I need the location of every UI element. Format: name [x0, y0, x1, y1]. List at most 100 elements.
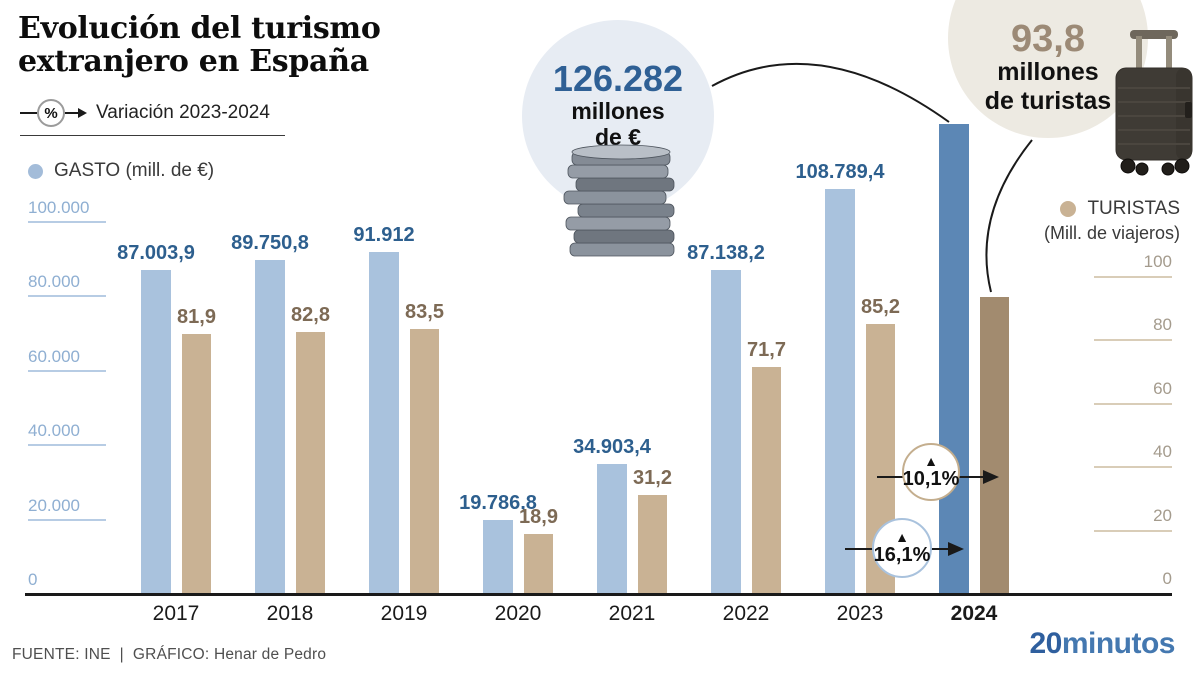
gasto-legend-label: GASTO: [54, 160, 121, 181]
turistas-bar-2019: [410, 329, 439, 594]
gasto-value-label-2023: 108.789,4: [795, 161, 885, 184]
arrow-right-icon: [78, 108, 87, 118]
turistas-value-label-2018: 82,8: [291, 303, 330, 326]
source-label: FUENTE: INE: [12, 646, 111, 663]
callout-turistas: 93,8 millones de turistas: [948, 0, 1148, 138]
gasto-value-label-2019: 91.912: [353, 224, 415, 247]
gasto-bar-2018: [255, 260, 285, 594]
year-label-2023: 2023: [836, 602, 884, 625]
year-label-2019: 2019: [380, 602, 428, 625]
variation-badge-gasto: ▲ 16,1%: [872, 518, 932, 578]
left-axis-tick-40000: [28, 444, 106, 447]
turistas-bar-2022: [752, 366, 781, 594]
callout-turistas-value: 93,8: [1011, 18, 1085, 60]
year-label-2020: 2020: [494, 602, 542, 625]
gasto-bar-2019: [369, 252, 399, 594]
variation-legend: % Variación 2023-2024: [20, 99, 270, 127]
right-axis-tick-60: [1094, 402, 1172, 405]
coins-stack-icon: [563, 144, 675, 257]
gasto-value-label-2017: 87.003,9: [117, 242, 195, 265]
gasto-bar-2024: [939, 124, 969, 594]
up-triangle-icon: ▲: [924, 453, 938, 469]
brand-logo-regular: minutos: [1061, 627, 1176, 660]
x-axis-baseline: [25, 593, 1172, 596]
right-axis-tick-20: [1094, 529, 1172, 532]
left-axis-label-60000: 60.000: [28, 346, 80, 366]
right-axis-tick-40: [1094, 466, 1172, 469]
turistas-bar-2020: [524, 534, 553, 594]
percent-circle-icon: %: [37, 99, 65, 127]
callout-turistas-caption-2: de turistas: [984, 87, 1112, 115]
turistas-value-label-2023: 85,2: [861, 295, 900, 318]
brand-logo-bold: 20: [1029, 627, 1062, 660]
credit-label: GRÁFICO: Henar de Pedro: [132, 646, 327, 663]
footer-separator: |: [119, 646, 124, 663]
gasto-value-label-2018: 89.750,8: [231, 232, 309, 255]
turistas-legend-unit: (Mill. de viajeros): [1043, 223, 1180, 243]
gasto-value-label-2021: 34.903,4: [573, 436, 651, 459]
turistas-bar-2018: [296, 331, 325, 594]
turistas-value-label-2019: 83,5: [405, 301, 444, 324]
left-axis-label-40000: 40.000: [28, 421, 80, 441]
turistas-bar-2017: [182, 334, 211, 594]
percent-symbol: %: [44, 104, 58, 122]
brand-logo: 20minutos: [1029, 627, 1175, 661]
up-triangle-icon: ▲: [895, 529, 909, 545]
legend-turistas: TURISTAS (Mill. de viajeros): [1044, 198, 1180, 244]
left-axis-tick-100000: [28, 221, 106, 223]
right-axis-label-0: 0: [1162, 569, 1172, 588]
legend-line-right: [65, 112, 78, 114]
turistas-dot-icon: [1060, 201, 1077, 217]
source-credit: FUENTE: INE | GRÁFICO: Henar de Pedro: [12, 646, 326, 664]
left-axis-label-20000: 20.000: [28, 495, 80, 515]
gasto-value-label-2020: 19.786,8: [459, 492, 537, 515]
suitcase-icon: [1115, 30, 1193, 176]
year-label-2017: 2017: [152, 602, 200, 625]
turistas-value-label-2020: 18,9: [519, 506, 558, 529]
callout-gasto-value: 126.282: [552, 58, 684, 99]
turistas-value-label-2017: 81,9: [177, 306, 216, 329]
right-axis-label-80: 80: [1153, 315, 1172, 335]
header-divider: [20, 135, 285, 136]
turistas-bar-2024: [980, 296, 1009, 594]
year-label-2024: 2024: [950, 602, 998, 625]
gasto-bar-2021: [597, 464, 627, 594]
variation-legend-label: Variación 2023-2024: [96, 102, 270, 123]
left-axis-tick-80000: [28, 295, 106, 298]
right-axis-tick-80: [1094, 339, 1172, 342]
left-axis-tick-60000: [28, 369, 106, 372]
left-axis-tick-20000: [28, 518, 106, 521]
year-label-2021: 2021: [608, 602, 656, 625]
variation-badge-turistas-value: 10,1%: [902, 468, 960, 490]
right-axis-label-40: 40: [1153, 442, 1172, 462]
gasto-dot-icon: [28, 163, 43, 179]
gasto-bar-2017: [141, 270, 171, 594]
right-axis-tick-100: [1094, 276, 1172, 278]
right-axis-label-100: 100: [1143, 252, 1172, 271]
turistas-bar-2021: [638, 495, 667, 594]
callout-gasto-caption-1: millones: [571, 98, 665, 124]
variation-badge-turistas: ▲ 10,1%: [902, 443, 960, 501]
callout-turistas-caption-1: millones: [997, 58, 1099, 86]
gasto-value-label-2022: 87.138,2: [687, 241, 765, 264]
left-axis-label-0: 0: [28, 570, 38, 589]
gasto-legend-unit: (mill. de €): [125, 160, 215, 181]
title-line-2: extranjero en España: [18, 44, 369, 79]
left-axis-label-80000: 80.000: [28, 272, 80, 292]
gasto-bar-2023: [825, 189, 855, 594]
turistas-value-label-2021: 31,2: [633, 467, 672, 490]
year-label-2018: 2018: [266, 602, 314, 625]
right-axis-label-60: 60: [1153, 378, 1172, 398]
gasto-bar-2022: [711, 269, 741, 594]
left-axis-label-100000: 100.000: [28, 198, 90, 217]
turistas-legend-label: TURISTAS: [1087, 198, 1180, 219]
legend-gasto: GASTO (mill. de €): [28, 160, 214, 182]
year-label-2022: 2022: [722, 602, 770, 625]
page-title: Evolución del turismo extranjero en Espa…: [18, 12, 381, 78]
turistas-value-label-2022: 71,7: [747, 338, 786, 361]
legend-line-left: [20, 112, 37, 114]
title-line-1: Evolución del turismo: [18, 11, 381, 46]
variation-badge-gasto-value: 16,1%: [873, 544, 931, 566]
